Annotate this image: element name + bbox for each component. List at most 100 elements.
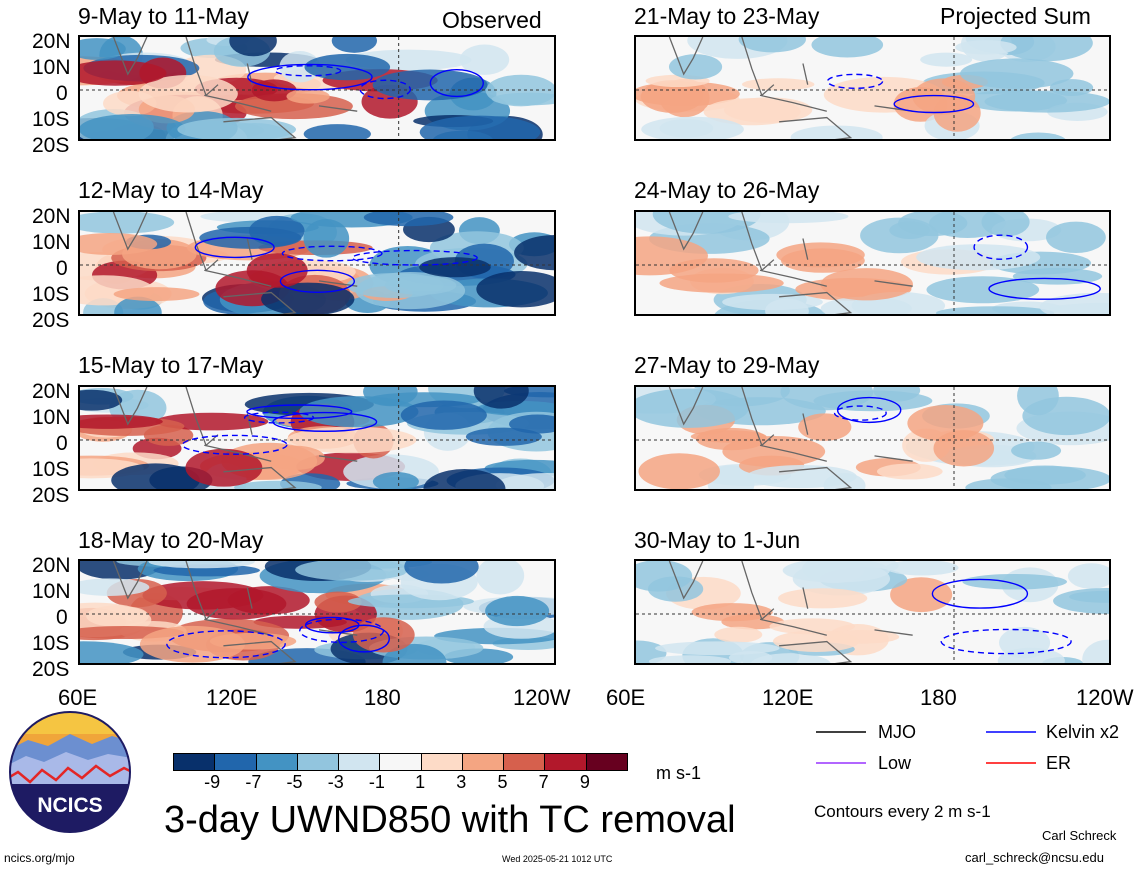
colorbar-swatch [545,754,587,770]
kelvin-contour [893,94,975,114]
wind-anomaly-blob [1067,563,1109,589]
wind-anomaly-blob [962,573,1067,590]
wind-anomaly-blob [80,38,126,60]
wind-anomaly-blob [669,258,759,283]
colorbar-swatch [462,754,505,770]
kelvin-contour [247,63,373,91]
lon-label-60e-left: 60E [58,685,98,710]
wind-anomaly-blob [668,54,723,80]
panel-title-proj-1: 21-May to 23-May [634,3,820,29]
wind-anomaly-blob [265,445,325,470]
wind-field [80,212,554,314]
ncics-logo[interactable]: NCICS [8,710,132,834]
wind-anomaly-blob [261,282,355,314]
wind-anomaly-blob [1039,292,1109,314]
wind-anomaly-blob [889,221,930,239]
wind-anomaly-blob [960,58,1074,89]
kelvin-contour [243,411,315,424]
lat-label: 20N [32,205,71,228]
wind-anomaly-blob [473,387,529,409]
kelvin-contour [281,245,383,262]
wind-anomaly-blob [1017,387,1059,416]
wind-anomaly-blob [1053,587,1109,614]
wind-anomaly-blob [738,37,806,53]
wind-anomaly-blob [655,641,780,656]
wind-anomaly-blob [113,287,200,302]
wind-anomaly-blob [419,115,541,139]
wind-anomaly-blob [363,212,454,227]
coastline [668,212,913,314]
wind-anomaly-blob [476,271,554,308]
logo-text: NCICS [37,794,102,817]
lon-label-180-left: 180 [364,685,401,710]
colorbar-tick-label: -5 [286,772,303,792]
kelvin-contour [299,618,385,644]
coastline [668,37,913,139]
wind-anomaly-blob [936,306,1055,314]
wind-anomaly-blob [811,37,884,58]
wind-anomaly-blob [933,94,981,132]
wind-anomaly-blob [249,215,305,247]
kelvin-contour [359,79,412,100]
wind-anomaly-blob [423,469,506,489]
main-title: 3-day UWND850 with TC removal [164,799,736,841]
wind-anomaly-blob [80,60,167,86]
panel-title-proj-2: 24-May to 26-May [634,177,820,203]
wind-anomaly-blob [790,125,883,139]
wind-anomaly-blob [722,293,823,311]
panel-title-proj-3: 27-May to 29-May [634,352,820,378]
panel-title-proj-4: 30-May to 1-Jun [634,527,801,553]
contour-note: Contours every 2 m s-1 [814,802,991,821]
panel-title-obs-4: 18-May to 20-May [78,527,264,553]
kelvin-contour [429,68,484,98]
wind-anomaly-blob [1010,132,1066,139]
colorbar-tick-label: 9 [579,772,590,792]
footer-url[interactable]: ncics.org/mjo [4,851,75,865]
legend-kelvin-line [986,731,1036,733]
wind-anomaly-blob [641,116,744,139]
wind-anomaly-blob [80,212,175,234]
colorbar-swatch [421,754,463,770]
colorbar-swatch [504,754,546,770]
lon-label-120w-right: 120W [1076,685,1134,710]
kelvin-contour [940,628,1072,655]
footer-author: Carl Schreck [1042,828,1117,843]
legend-low-label: Low [878,753,912,773]
kelvin-contour [246,404,353,420]
wind-anomaly-blob [303,219,350,258]
coastline [112,387,358,489]
wind-anomaly-blob [890,577,953,613]
wind-anomaly-blob [246,253,308,288]
colorbar-tick-label: 3 [456,772,467,792]
wind-anomaly-blob [80,389,123,411]
colorbar-swatch [380,754,422,770]
wind-anomaly-blob [636,388,749,428]
projected-label: Projected Sum [940,3,1091,29]
wind-anomaly-blob [798,413,852,441]
wind-anomaly-blob [495,473,554,489]
wind-anomaly-blob [286,89,330,104]
wind-field [80,561,554,663]
wind-anomaly-blob [229,37,277,57]
map-panel-proj-3 [634,385,1111,491]
panel-title-obs-1: 9-May to 11-May [78,3,249,29]
wind-anomaly-blob [234,480,322,489]
wind-anomaly-blob [400,400,487,430]
wind-anomaly-blob [1046,221,1106,254]
map-panel-proj-2 [634,210,1111,316]
wind-anomaly-blob [820,268,913,301]
wind-anomaly-blob [419,257,491,278]
wind-anomaly-blob [778,588,868,609]
footer-email[interactable]: carl_schreck@ncsu.edu [965,850,1104,865]
wind-anomaly-blob [80,641,144,663]
coastline [668,387,913,489]
colorbar-tick-label: 7 [538,772,549,792]
kelvin-contour [973,234,1029,260]
wind-anomaly-blob [185,448,263,487]
lat-label: 10S [32,108,70,131]
lon-label-60e-right: 60E [606,685,646,710]
wind-anomaly-blob [186,588,287,620]
wind-anomaly-blob [742,78,815,91]
wind-anomaly-blob [80,414,163,429]
wind-anomaly-blob [820,296,912,314]
